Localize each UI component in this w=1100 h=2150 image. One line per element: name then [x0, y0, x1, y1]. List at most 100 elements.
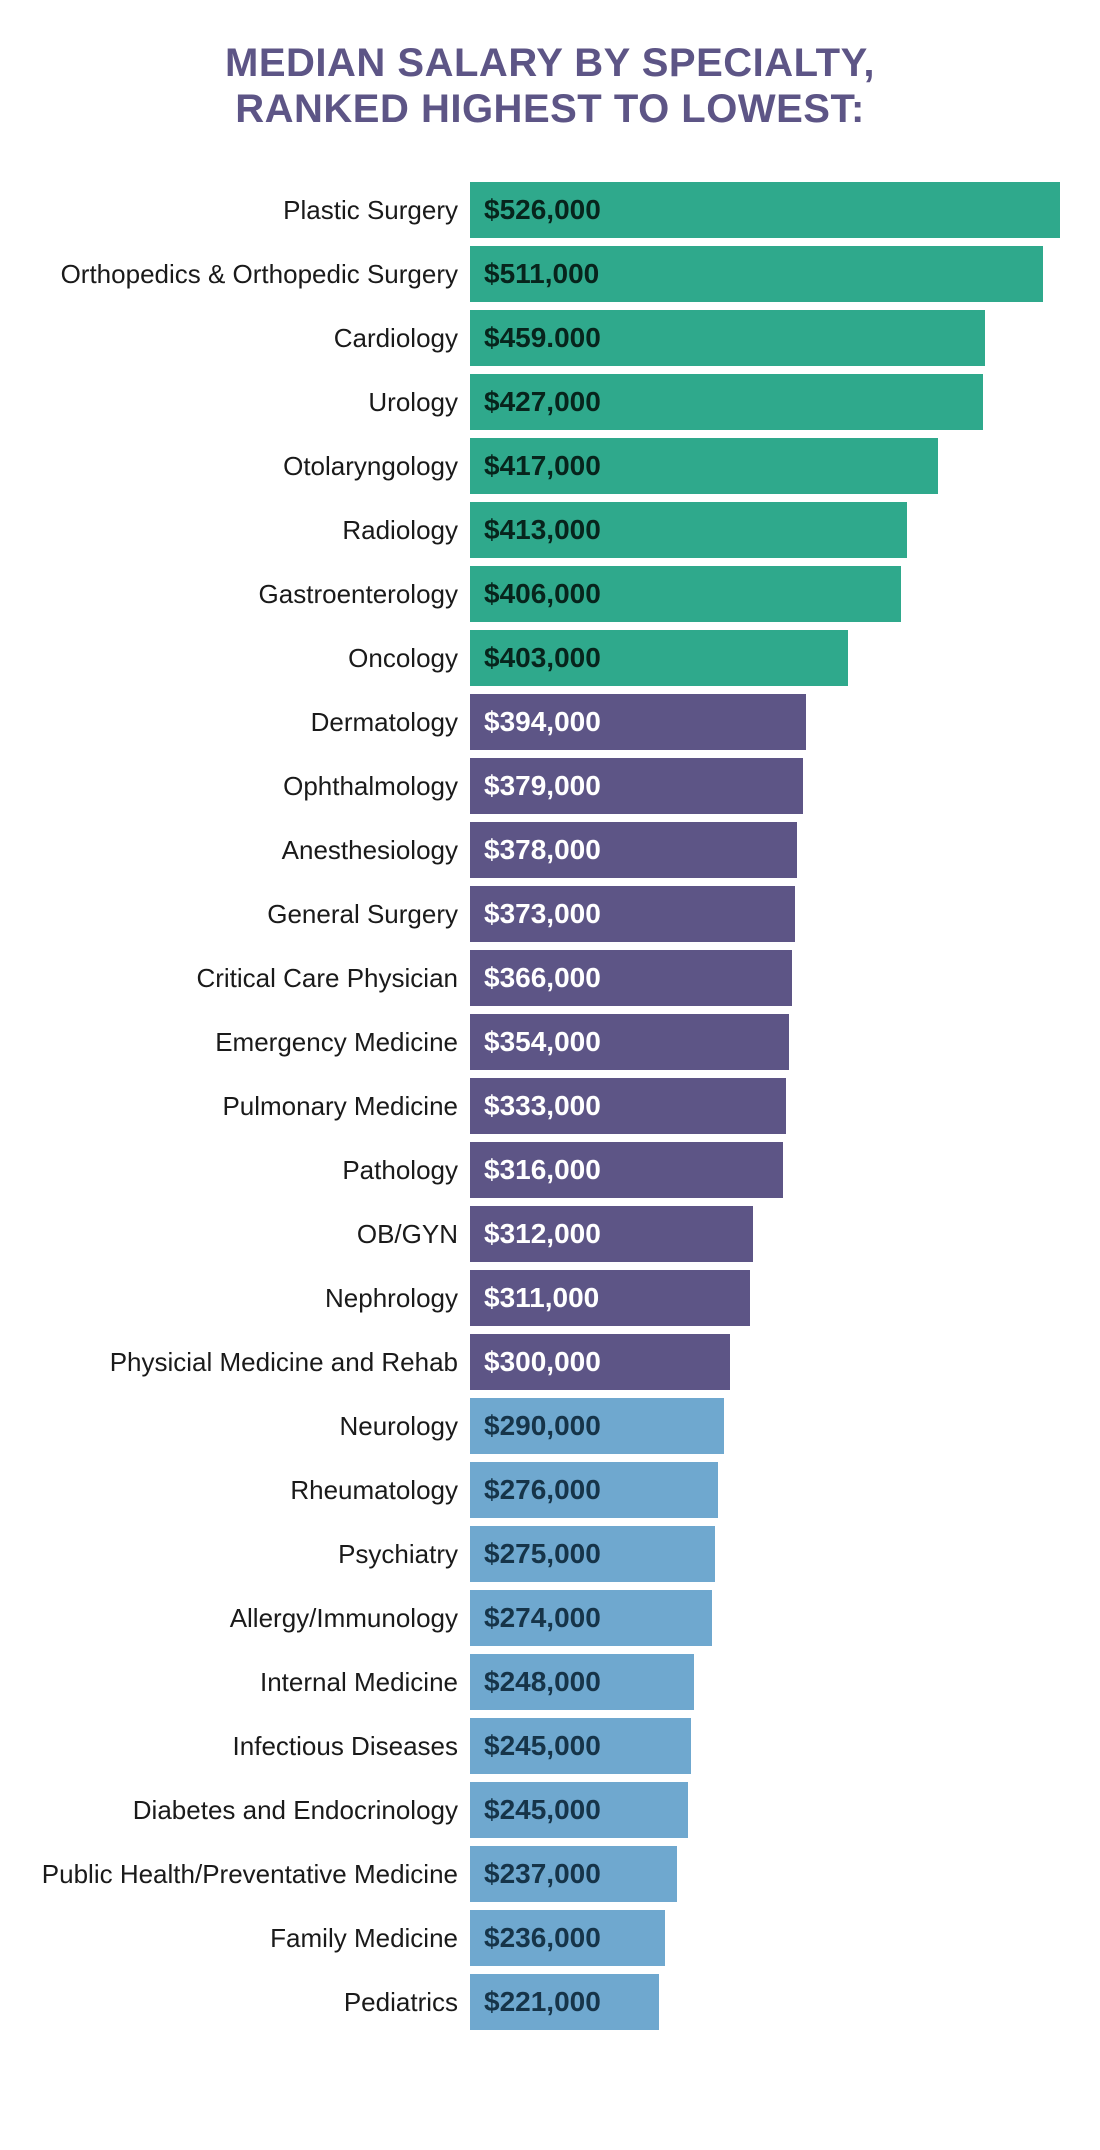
- specialty-label: Family Medicine: [40, 1923, 470, 1954]
- chart-row: Psychiatry $275,000: [40, 1526, 1060, 1582]
- bar-track: $248,000: [470, 1654, 1060, 1710]
- salary-bar: $221,000: [470, 1974, 659, 2030]
- bar-track: $403,000: [470, 630, 1060, 686]
- chart-row: Radiology $413,000: [40, 502, 1060, 558]
- specialty-label: Urology: [40, 387, 470, 418]
- salary-value: $236,000: [484, 1922, 601, 1954]
- bar-track: $275,000: [470, 1526, 1060, 1582]
- specialty-label: Rheumatology: [40, 1475, 470, 1506]
- salary-bar: $290,000: [470, 1398, 724, 1454]
- chart-row: Cardiology $459.000: [40, 310, 1060, 366]
- chart-row: Nephrology $311,000: [40, 1270, 1060, 1326]
- chart-row: Neurology$290,000: [40, 1398, 1060, 1454]
- salary-value: $403,000: [484, 642, 601, 674]
- specialty-label: Allergy/Immunology: [40, 1603, 470, 1634]
- specialty-label: Public Health/Preventative Medicine: [40, 1859, 470, 1890]
- specialty-label: Cardiology: [40, 323, 470, 354]
- salary-value: $427,000: [484, 386, 601, 418]
- chart-row: Oncology$403,000: [40, 630, 1060, 686]
- chart-row: Pediatrics$221,000: [40, 1974, 1060, 2030]
- salary-value: $316,000: [484, 1154, 601, 1186]
- chart-row: OB/GYN $312,000: [40, 1206, 1060, 1262]
- bar-track: $316,000: [470, 1142, 1060, 1198]
- salary-value: $274,000: [484, 1602, 601, 1634]
- salary-value: $245,000: [484, 1730, 601, 1762]
- specialty-label: Diabetes and Endocrinology: [40, 1795, 470, 1826]
- chart-row: Allergy/Immunology $274,000: [40, 1590, 1060, 1646]
- bar-track: $311,000: [470, 1270, 1060, 1326]
- bar-track: $427,000: [470, 374, 1060, 430]
- specialty-label: Gastroenterology: [40, 579, 470, 610]
- salary-value: $417,000: [484, 450, 601, 482]
- specialty-label: Ophthalmology: [40, 771, 470, 802]
- salary-bar: $312,000: [470, 1206, 753, 1262]
- bar-track: $245,000: [470, 1782, 1060, 1838]
- bar-track: $366,000: [470, 950, 1060, 1006]
- specialty-label: OB/GYN: [40, 1219, 470, 1250]
- bar-track: $276,000: [470, 1462, 1060, 1518]
- bar-track: $394,000: [470, 694, 1060, 750]
- chart-row: Orthopedics & Orthopedic Surgery$511,000: [40, 246, 1060, 302]
- chart-row: Physicial Medicine and Rehab$300,000: [40, 1334, 1060, 1390]
- salary-bar: $403,000: [470, 630, 848, 686]
- specialty-label: Internal Medicine: [40, 1667, 470, 1698]
- salary-value: $459.000: [484, 322, 601, 354]
- salary-bar: $274,000: [470, 1590, 712, 1646]
- salary-value: $275,000: [484, 1538, 601, 1570]
- salary-bar: $245,000: [470, 1782, 688, 1838]
- specialty-label: Pathology: [40, 1155, 470, 1186]
- chart-row: Public Health/Preventative Medicine $237,…: [40, 1846, 1060, 1902]
- salary-bar: $311,000: [470, 1270, 750, 1326]
- salary-value: $394,000: [484, 706, 601, 738]
- bar-track: $290,000: [470, 1398, 1060, 1454]
- bar-track: $379,000: [470, 758, 1060, 814]
- specialty-label: Otolaryngology: [40, 451, 470, 482]
- bar-track: $417,000: [470, 438, 1060, 494]
- chart-row: Internal Medicine$248,000: [40, 1654, 1060, 1710]
- specialty-label: Dermatology: [40, 707, 470, 738]
- bar-track: $413,000: [470, 502, 1060, 558]
- bar-track: $511,000: [470, 246, 1060, 302]
- bar-track: $245,000: [470, 1718, 1060, 1774]
- salary-value: $290,000: [484, 1410, 601, 1442]
- chart-row: Urology $427,000: [40, 374, 1060, 430]
- salary-value: $311,000: [484, 1282, 599, 1314]
- salary-value: $300,000: [484, 1346, 601, 1378]
- specialty-label: Nephrology: [40, 1283, 470, 1314]
- salary-bar: $511,000: [470, 246, 1043, 302]
- salary-value: $237,000: [484, 1858, 601, 1890]
- specialty-label: Pulmonary Medicine: [40, 1091, 470, 1122]
- chart-row: Infectious Diseases $245,000: [40, 1718, 1060, 1774]
- salary-bar: $379,000: [470, 758, 803, 814]
- bar-track: $354,000: [470, 1014, 1060, 1070]
- salary-bar: $378,000: [470, 822, 797, 878]
- bar-track: $237,000: [470, 1846, 1060, 1902]
- bar-track: $378,000: [470, 822, 1060, 878]
- specialty-label: Emergency Medicine: [40, 1027, 470, 1058]
- salary-value: $413,000: [484, 514, 601, 546]
- bar-track: $406,000: [470, 566, 1060, 622]
- salary-value: $245,000: [484, 1794, 601, 1826]
- salary-value: $312,000: [484, 1218, 601, 1250]
- salary-bar: $236,000: [470, 1910, 665, 1966]
- specialty-label: Psychiatry: [40, 1539, 470, 1570]
- specialty-label: Orthopedics & Orthopedic Surgery: [40, 259, 470, 290]
- salary-bar: $373,000: [470, 886, 795, 942]
- specialty-label: Infectious Diseases: [40, 1731, 470, 1762]
- salary-bar: $245,000: [470, 1718, 691, 1774]
- specialty-label: Radiology: [40, 515, 470, 546]
- bar-track: $459.000: [470, 310, 1060, 366]
- salary-value: $366,000: [484, 962, 601, 994]
- bar-track: $300,000: [470, 1334, 1060, 1390]
- salary-value: $333,000: [484, 1090, 601, 1122]
- specialty-label: Anesthesiology: [40, 835, 470, 866]
- specialty-label: Critical Care Physician: [40, 963, 470, 994]
- bar-track: $373,000: [470, 886, 1060, 942]
- salary-bar: $248,000: [470, 1654, 694, 1710]
- specialty-label: General Surgery: [40, 899, 470, 930]
- chart-row: General Surgery$373,000: [40, 886, 1060, 942]
- salary-value: $526,000: [484, 194, 601, 226]
- salary-bar: $459.000: [470, 310, 985, 366]
- title-line-2: RANKED HIGHEST TO LOWEST:: [235, 87, 865, 131]
- salary-bar: $333,000: [470, 1078, 786, 1134]
